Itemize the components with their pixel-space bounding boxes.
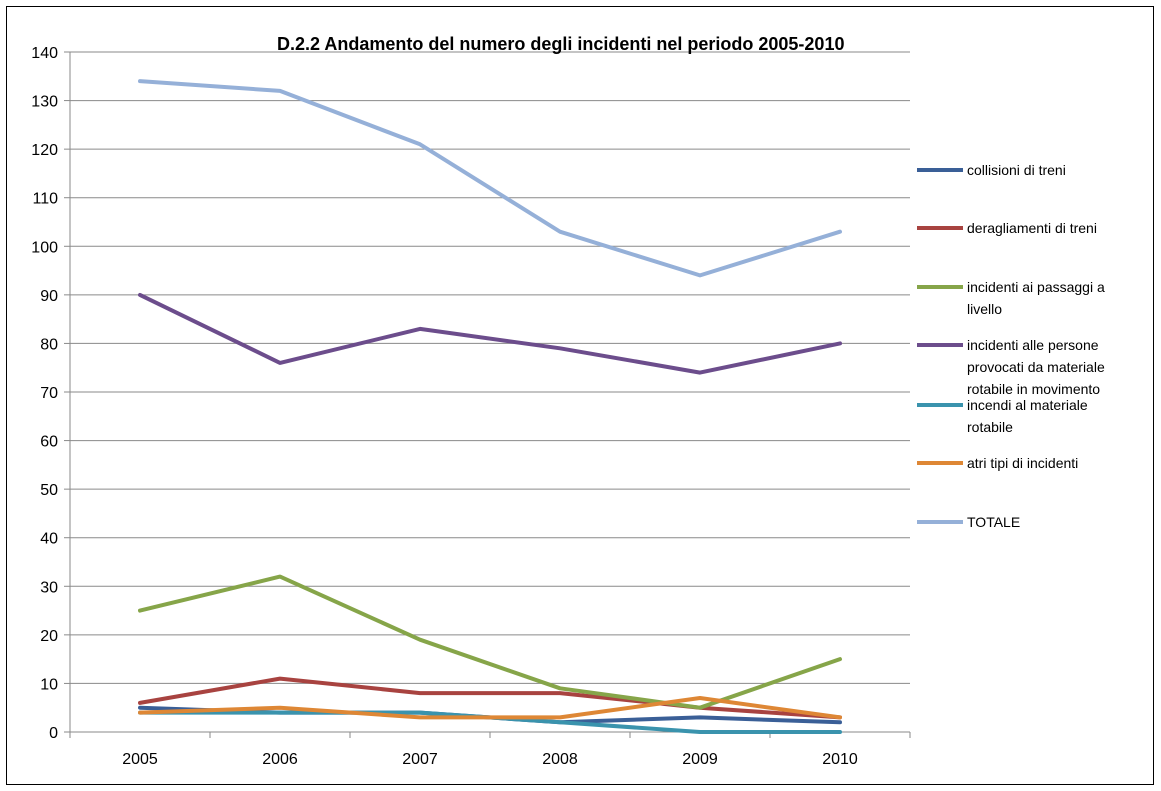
series-line: [138, 574, 842, 710]
series-line: [138, 79, 842, 278]
y-tick-label: 30: [40, 579, 58, 596]
legend-label: incendi al materiale rotabile: [967, 397, 1088, 435]
legend-label: TOTALE: [967, 514, 1020, 530]
y-tick-label: 110: [32, 191, 58, 208]
y-tick-label: 70: [40, 385, 58, 402]
y-tick-label: 0: [49, 725, 58, 742]
y-tick-label: 120: [31, 142, 58, 159]
legend-label: deragliamenti di treni: [967, 220, 1097, 236]
x-tick-label: 2007: [402, 751, 438, 768]
chart-frame: 0 10 20 30 40 50 60 70 80 90 100 110 120 130 140 2005 20…: [6, 6, 1154, 785]
y-tick-label: 20: [40, 628, 58, 645]
y-tick-label: 100: [31, 239, 58, 256]
legend-label: incidenti ai passaggi a livello: [967, 279, 1105, 317]
series-line: [138, 676, 842, 720]
y-tick-label: 50: [40, 482, 58, 499]
series-lines: [138, 79, 842, 734]
legend-label: atri tipi di incidenti: [967, 455, 1078, 471]
y-tick-label: 130: [31, 94, 58, 111]
y-tick-label: 40: [40, 531, 58, 548]
y-tick-label: 80: [40, 336, 58, 353]
axes: 0 10 20 30 40 50 60 70 80 90 100 110 120 130 140 2005 20…: [31, 45, 911, 768]
x-tick-label: 2009: [682, 751, 718, 768]
x-tick-label: 2008: [542, 751, 578, 768]
series-line: [138, 292, 842, 375]
x-tick-label: 2006: [262, 751, 298, 768]
legend: collisioni di treni deragliamenti di tren…: [917, 162, 1105, 530]
grid-lines: [70, 51, 910, 684]
legend-label: incidenti alle persone provocati da mater…: [967, 337, 1105, 397]
x-tick-label: 2005: [122, 751, 158, 768]
x-tick-label: 2010: [822, 751, 858, 768]
y-tick-label: 140: [31, 45, 58, 62]
line-chart: 0 10 20 30 40 50 60 70 80 90 100 110 120 130 140 2005 20…: [31, 34, 1105, 768]
legend-label: collisioni di treni: [967, 162, 1066, 178]
y-tick-label: 60: [40, 434, 58, 451]
y-tick-label: 90: [40, 288, 58, 305]
series-line: [138, 696, 842, 720]
chart-title: D.2.2 Andamento del numero degli inciden…: [277, 34, 844, 54]
y-tick-label: 10: [40, 676, 58, 693]
